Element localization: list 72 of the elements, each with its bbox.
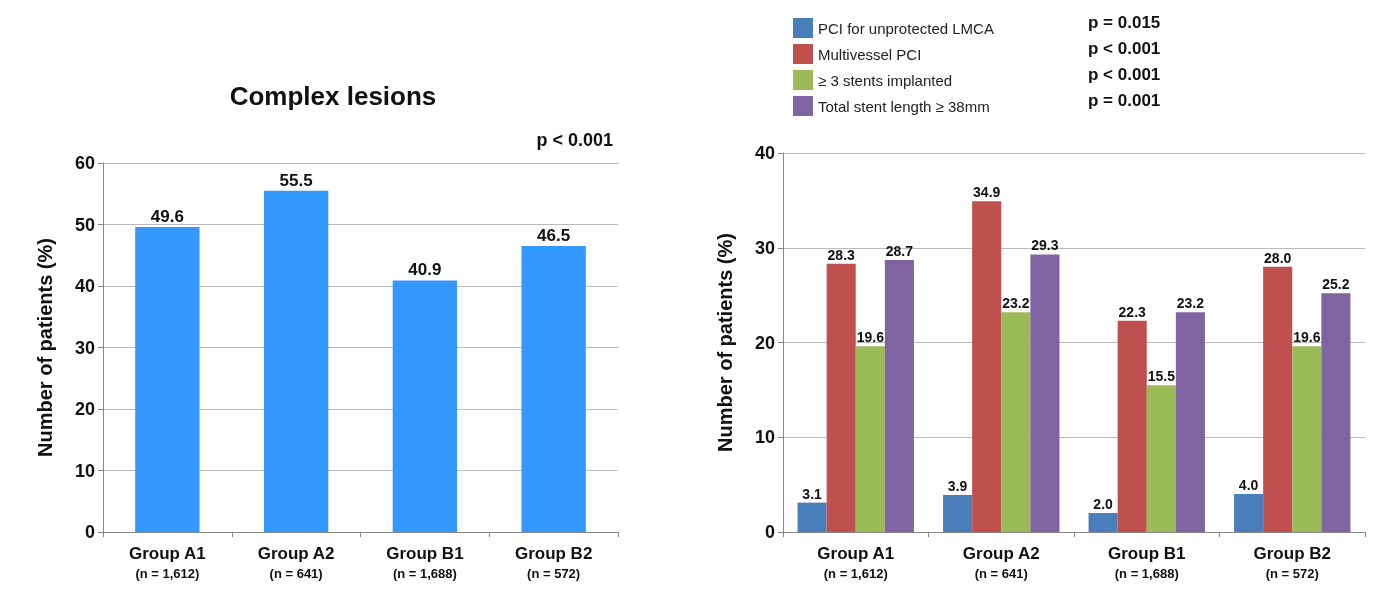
bar	[855, 346, 885, 532]
data-label: 23.2	[1176, 295, 1205, 312]
y-tick-label: 30	[754, 237, 775, 258]
bar	[826, 263, 856, 532]
y-tick-label: 10	[74, 460, 95, 481]
data-label: 4.0	[1238, 477, 1259, 494]
text: p < 0.001	[1088, 39, 1161, 58]
x-tick-label: Group A1 (n = 1,612)	[817, 543, 895, 581]
data-label: 15.5	[1147, 368, 1176, 385]
x-tick-label: Group B1 (n = 1,688)	[1108, 543, 1186, 581]
bar	[1321, 293, 1351, 532]
x-tick-label: Group A2 (n = 641)	[257, 543, 335, 581]
y-tick-label: 0	[84, 522, 95, 542]
y-tick-label: 50	[74, 214, 95, 235]
y-tick-label: 40	[754, 143, 775, 163]
bar	[1263, 266, 1293, 532]
legend-label: ≥ 3 stents implanted	[818, 71, 953, 89]
bar	[1117, 320, 1147, 532]
data-label: 3.1	[802, 485, 823, 502]
legend-label: Multivessel PCI	[818, 45, 922, 63]
bar	[797, 502, 827, 532]
data-label: 2.0	[1093, 496, 1114, 513]
text: p < 0.001	[536, 130, 614, 150]
data-label: 49.6	[150, 206, 184, 226]
data-label: 19.6	[856, 329, 885, 346]
y-tick-label: 30	[74, 337, 95, 358]
x-tick-label: Group A2 (n = 641)	[962, 543, 1040, 581]
y-tick-label: 60	[74, 153, 95, 173]
chart-title: Complex lesions	[229, 81, 437, 111]
bar	[1175, 312, 1205, 532]
legend-label: PCI for unprotected LMCA	[818, 19, 994, 37]
y-tick-label: 40	[74, 276, 95, 296]
bar	[884, 260, 914, 532]
bar	[1292, 346, 1322, 532]
text: p = 0.015	[1088, 13, 1161, 32]
bar	[943, 495, 973, 532]
x-tick-label: Group B1 (n = 1,688)	[386, 543, 464, 581]
text: p < 0.001	[1088, 65, 1161, 84]
y-tick-label: 10	[754, 427, 775, 448]
y-axis-title: Number of patients (%)	[714, 233, 736, 452]
data-label: 22.3	[1118, 303, 1147, 320]
data-label: 55.5	[279, 170, 313, 190]
bar	[521, 246, 586, 532]
data-label: 25.2	[1322, 276, 1350, 293]
data-label: 23.2	[1002, 295, 1030, 312]
bar	[1030, 254, 1060, 532]
data-label: 28.3	[827, 246, 856, 263]
x-tick-label: Group B2 (n = 572)	[1253, 543, 1331, 581]
bar	[972, 201, 1002, 532]
data-label: 34.9	[973, 184, 1001, 201]
data-label: 28.7	[885, 243, 914, 260]
data-label: 40.9	[408, 260, 442, 280]
data-label: 19.6	[1293, 329, 1321, 346]
bar	[1001, 312, 1031, 532]
bar	[392, 280, 458, 532]
legend-label: Total stent length ≥ 38mm	[818, 97, 990, 115]
bar	[1146, 385, 1176, 532]
data-label: 3.9	[947, 478, 968, 495]
x-tick-label: Group B2 (n = 572)	[514, 543, 593, 581]
y-tick-label: 0	[764, 522, 775, 542]
data-label: 29.3	[1031, 237, 1059, 254]
y-tick-label: 20	[74, 399, 95, 419]
bar	[263, 190, 329, 532]
bar	[1234, 494, 1264, 532]
bar	[1088, 513, 1118, 532]
data-label: 28.0	[1264, 249, 1292, 266]
y-axis-title: Number of patients (%)	[34, 238, 56, 457]
y-tick-label: 20	[754, 332, 775, 353]
data-label: 46.5	[537, 226, 571, 246]
text: p = 0.001	[1088, 91, 1161, 110]
x-tick-label: Group A1 (n = 1,612)	[128, 543, 206, 581]
bar	[135, 226, 200, 532]
